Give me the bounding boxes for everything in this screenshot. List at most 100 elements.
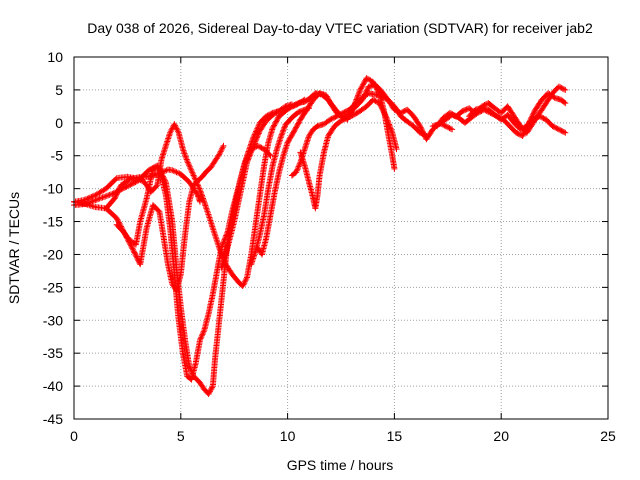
data-point <box>333 113 340 120</box>
data-point <box>376 100 383 107</box>
y-tick-label: 5 <box>55 82 63 98</box>
data-point <box>137 177 144 184</box>
data-point <box>418 130 425 137</box>
data-point <box>336 111 343 118</box>
data-point <box>256 129 263 136</box>
data-point <box>327 116 334 123</box>
data-point <box>381 110 388 117</box>
data-point <box>240 281 247 288</box>
data-point <box>185 160 192 167</box>
data-point <box>169 167 176 174</box>
data-point <box>558 127 565 134</box>
data-point <box>220 239 227 246</box>
data-point <box>220 142 227 149</box>
x-tick-label: 20 <box>493 428 509 444</box>
data-point <box>267 152 274 159</box>
data-point <box>113 215 120 222</box>
data-point <box>188 166 195 173</box>
y-tick-label: 10 <box>47 49 63 65</box>
data-point <box>123 183 130 190</box>
data-point <box>241 280 248 287</box>
data-point <box>278 131 285 138</box>
data-point <box>380 109 387 116</box>
y-axis-label: SDTVAR / TECUs <box>6 192 22 304</box>
data-point <box>296 162 303 169</box>
data-point <box>294 166 301 173</box>
data-point <box>553 125 560 132</box>
data-point <box>385 120 392 127</box>
data-point <box>251 140 258 147</box>
data-point <box>272 119 279 126</box>
data-point <box>294 100 300 107</box>
y-tick-label: -35 <box>43 345 63 361</box>
data-point <box>518 125 525 132</box>
data-point <box>205 391 212 397</box>
series-track-3 <box>71 75 398 289</box>
data-point <box>288 101 295 108</box>
data-point <box>85 195 92 202</box>
x-axis-label: GPS time / hours <box>287 457 394 473</box>
x-tick-label: 0 <box>70 428 78 444</box>
data-point <box>113 191 120 198</box>
data-point <box>517 126 524 133</box>
data-point <box>530 116 537 123</box>
data-point <box>190 172 197 179</box>
x-tick-label: 25 <box>600 428 616 444</box>
data-point <box>519 133 526 139</box>
data-point <box>129 245 136 252</box>
data-point <box>447 125 454 132</box>
data-point <box>218 147 225 154</box>
data-point <box>531 109 538 116</box>
data-point <box>554 125 561 132</box>
data-point <box>195 184 202 191</box>
data-point <box>417 123 423 130</box>
data-point <box>393 146 400 153</box>
data-point <box>536 113 543 120</box>
data-point <box>209 384 216 391</box>
data-point <box>89 193 96 200</box>
data-point <box>328 115 335 122</box>
data-point <box>266 151 273 158</box>
data-point <box>255 131 262 138</box>
data-point <box>445 124 452 131</box>
data-point <box>562 100 569 107</box>
data-point <box>270 123 277 130</box>
data-point <box>370 96 376 103</box>
data-point <box>92 197 99 204</box>
data-point <box>419 131 426 137</box>
data-point <box>342 108 349 115</box>
data-point <box>253 134 260 141</box>
data-point <box>531 115 538 122</box>
data-point <box>87 194 93 201</box>
data-point <box>130 246 137 253</box>
data-point <box>372 98 379 105</box>
data-point <box>271 122 278 129</box>
data-point <box>515 131 522 137</box>
data-point <box>417 124 424 131</box>
data-point <box>206 389 213 396</box>
data-point <box>254 133 261 140</box>
data-point <box>539 114 546 121</box>
data-point <box>325 97 332 104</box>
data-point <box>296 119 302 126</box>
data-point <box>273 118 280 125</box>
data-point <box>520 130 527 137</box>
data-point <box>167 129 174 136</box>
data-point <box>250 142 257 149</box>
data-point <box>357 86 364 93</box>
plot-frame <box>73 56 609 420</box>
data-point <box>377 102 384 109</box>
data-point <box>355 91 362 97</box>
x-tick-label: 10 <box>280 428 296 444</box>
data-point <box>175 169 181 176</box>
data-point <box>379 106 386 113</box>
data-point <box>291 127 298 134</box>
data-point <box>93 196 100 203</box>
y-tick-label: -15 <box>43 214 63 230</box>
x-tick-label: 5 <box>177 428 185 444</box>
data-point <box>184 158 191 164</box>
data-point <box>422 132 429 139</box>
data-point <box>562 129 569 136</box>
data-point <box>95 196 102 203</box>
